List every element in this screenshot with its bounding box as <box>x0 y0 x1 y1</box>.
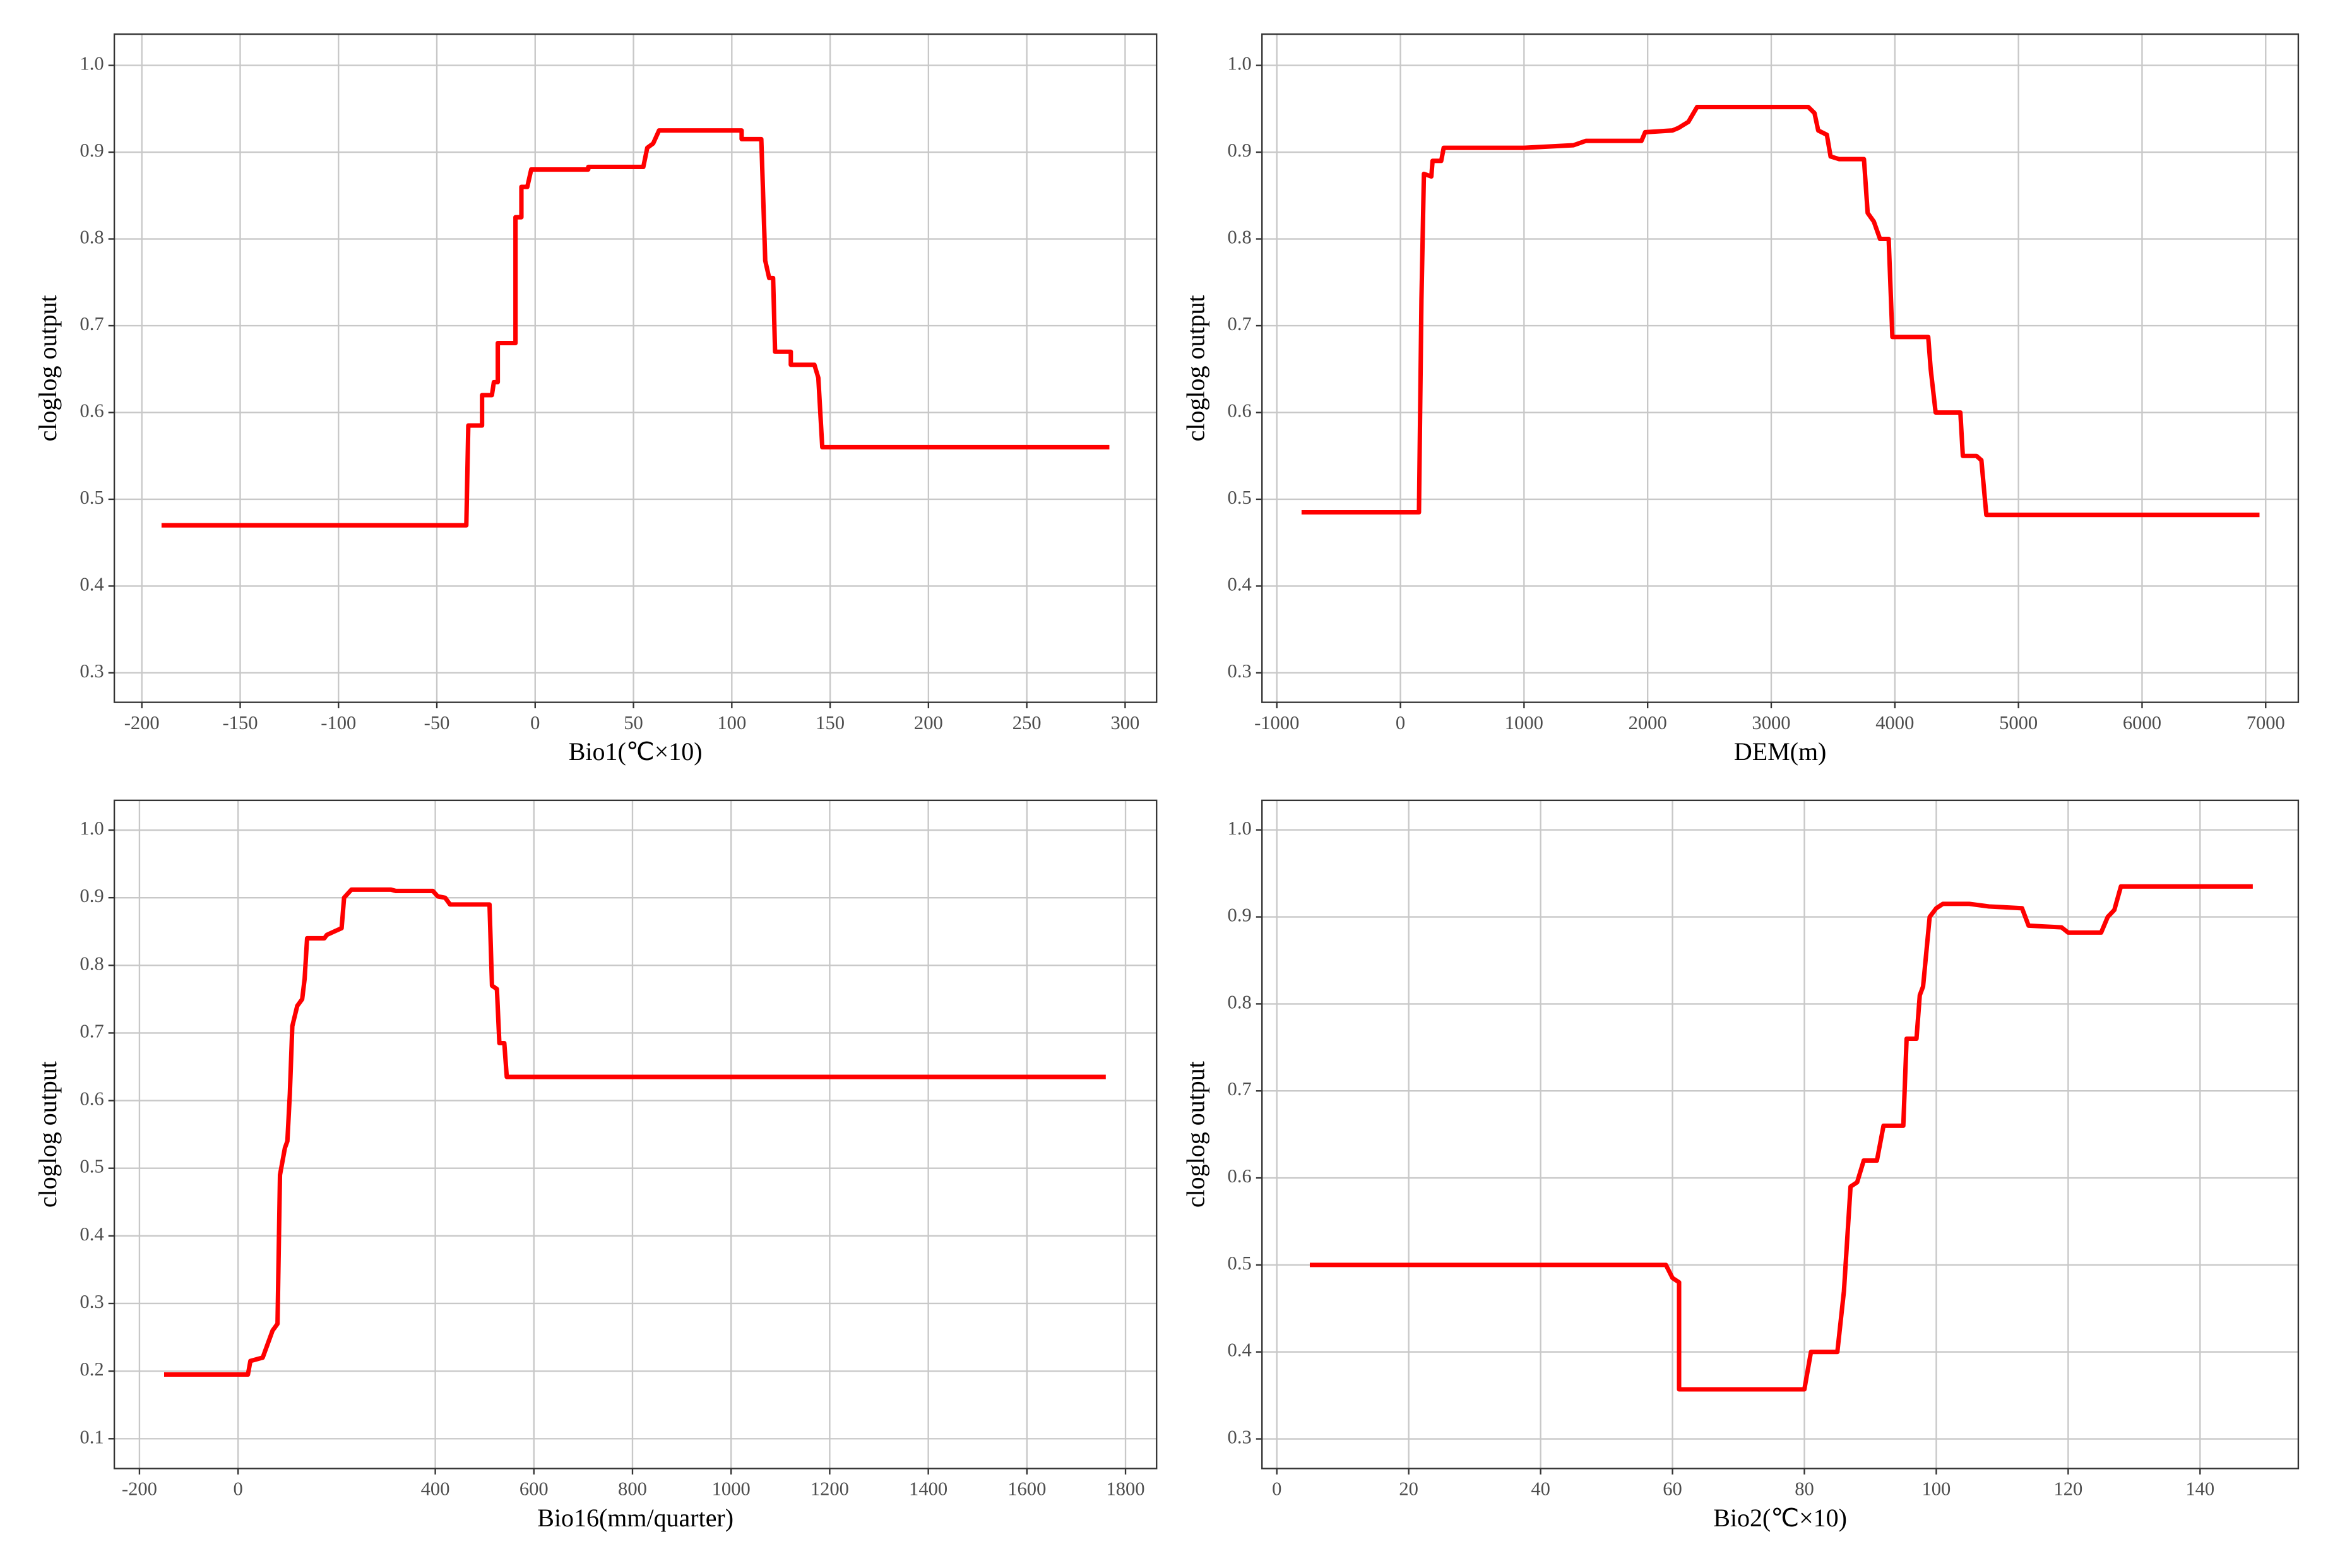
x-tick-label: -200 <box>122 1478 157 1500</box>
y-tick-label: 1.0 <box>80 53 104 74</box>
response-line <box>1309 884 2253 1392</box>
plot-border <box>1261 33 2300 703</box>
y-tick-label: 0.3 <box>80 1291 104 1312</box>
x-tick-label: 6000 <box>2123 712 2161 734</box>
response-line <box>1301 105 2260 518</box>
y-tick-label: 0.5 <box>1228 487 1252 508</box>
x-tick-label: 100 <box>717 712 746 734</box>
plot-background <box>1262 800 2298 1469</box>
panel: 0 20 40 60 80 100 120 140 0.3 0.4 0.5 0.6 0.7 0.8 0.9 1… <box>1181 799 2300 1532</box>
x-tick-label: 0 <box>1272 1478 1281 1500</box>
x-tick-label: 20 <box>1399 1478 1418 1500</box>
x-axis-title: Bio16(mm/quarter) <box>537 1504 733 1532</box>
x-axis-title: DEM(m) <box>1734 737 1827 766</box>
x-tick-label: 1800 <box>1106 1478 1144 1500</box>
x-tick-label: 800 <box>618 1478 647 1500</box>
response-line <box>163 887 1106 1377</box>
x-tick-label: 250 <box>1013 712 1042 734</box>
x-tick-label: 5000 <box>1999 712 2038 734</box>
y-tick-label: 0.8 <box>80 227 104 248</box>
x-tick-label: 50 <box>624 712 643 734</box>
y-tick-label: 0.3 <box>1228 660 1252 682</box>
x-tick-label: 150 <box>816 712 845 734</box>
panel: -1000 0 1000 2000 3000 4000 5000 6000 7000 0.3 0.4… <box>1181 33 2300 766</box>
x-tick-label: 120 <box>2053 1478 2082 1500</box>
y-tick-label: 0.4 <box>1228 1339 1252 1361</box>
y-tick-label: 0.9 <box>1228 140 1252 161</box>
y-tick-label: 0.6 <box>80 400 104 421</box>
y-tick-label: 1.0 <box>1228 817 1252 839</box>
plot-background <box>114 34 1157 703</box>
x-tick-label: -1000 <box>1254 712 1299 734</box>
x-tick-label: 80 <box>1795 1478 1814 1500</box>
x-tick-label: 1000 <box>712 1478 751 1500</box>
y-tick-label: 0.8 <box>1228 227 1252 248</box>
plot-background <box>1262 34 2298 703</box>
x-tick-label: -50 <box>424 712 450 734</box>
plot-border <box>113 799 1158 1470</box>
x-tick-label: 300 <box>1110 712 1139 734</box>
y-tick-label: 0.7 <box>80 1020 104 1042</box>
y-tick-label: 0.5 <box>80 1156 104 1177</box>
x-tick-label: -200 <box>124 712 160 734</box>
y-tick-label: 0.6 <box>80 1088 104 1110</box>
x-tick-label: -100 <box>321 712 356 734</box>
plot-background <box>114 800 1157 1469</box>
x-tick-label: 4000 <box>1875 712 1914 734</box>
x-tick-label: 600 <box>520 1478 549 1500</box>
y-tick-label: 0.9 <box>80 140 104 161</box>
x-tick-label: 7000 <box>2247 712 2285 734</box>
y-axis-title: cloglog output <box>1181 295 1209 441</box>
x-tick-label: 3000 <box>1752 712 1790 734</box>
y-tick-label: 0.2 <box>80 1358 104 1380</box>
panel: -200 -150 -100 -50 0 50 100 150 200 250 300 0.3 0.4 0… <box>33 33 1158 766</box>
y-tick-label: 0.3 <box>80 660 104 682</box>
x-tick-label: 0 <box>234 1478 243 1500</box>
x-tick-label: -150 <box>222 712 258 734</box>
y-tick-label: 0.6 <box>1228 400 1252 421</box>
x-tick-label: 140 <box>2185 1478 2214 1500</box>
x-tick-label: 0 <box>1396 712 1405 734</box>
y-tick-label: 0.7 <box>1228 313 1252 335</box>
x-tick-label: 2000 <box>1629 712 1667 734</box>
y-tick-label: 0.9 <box>80 885 104 906</box>
y-tick-label: 0.5 <box>80 487 104 508</box>
x-tick-label: 60 <box>1663 1478 1682 1500</box>
y-tick-label: 0.4 <box>1228 573 1252 595</box>
plot-border <box>1261 799 2300 1470</box>
y-tick-label: 0.4 <box>80 573 104 595</box>
x-tick-label: 40 <box>1531 1478 1550 1500</box>
y-tick-label: 0.1 <box>80 1426 104 1447</box>
panel: -200 0 400 600 800 1000 1200 1400 1600 1800 0.1 0.2… <box>33 799 1158 1532</box>
x-axis-title: Bio1(℃×10) <box>569 737 703 766</box>
x-tick-label: 1600 <box>1007 1478 1046 1500</box>
response-line <box>161 128 1110 528</box>
x-tick-label: 100 <box>1922 1478 1951 1500</box>
y-tick-label: 0.7 <box>80 313 104 335</box>
x-tick-label: 1400 <box>909 1478 947 1500</box>
x-tick-label: 400 <box>421 1478 450 1500</box>
y-axis-title: cloglog output <box>33 295 62 441</box>
y-tick-label: 0.5 <box>1228 1252 1252 1274</box>
y-axis-title: cloglog output <box>33 1061 62 1208</box>
y-tick-label: 0.8 <box>80 953 104 974</box>
y-tick-label: 1.0 <box>1228 53 1252 74</box>
x-tick-label: 1000 <box>1505 712 1543 734</box>
y-tick-label: 0.8 <box>1228 991 1252 1013</box>
plot-border <box>113 33 1158 703</box>
y-tick-label: 0.3 <box>1228 1427 1252 1448</box>
y-tick-label: 0.4 <box>80 1223 104 1245</box>
y-axis-title: cloglog output <box>1181 1061 1209 1208</box>
x-axis-title: Bio2(℃×10) <box>1713 1504 1847 1532</box>
x-tick-label: 200 <box>914 712 943 734</box>
y-tick-label: 0.9 <box>1228 905 1252 926</box>
x-tick-label: 1200 <box>811 1478 849 1500</box>
x-tick-label: 0 <box>530 712 540 734</box>
y-tick-label: 1.0 <box>80 817 104 839</box>
y-tick-label: 0.7 <box>1228 1078 1252 1100</box>
y-tick-label: 0.6 <box>1228 1165 1252 1187</box>
